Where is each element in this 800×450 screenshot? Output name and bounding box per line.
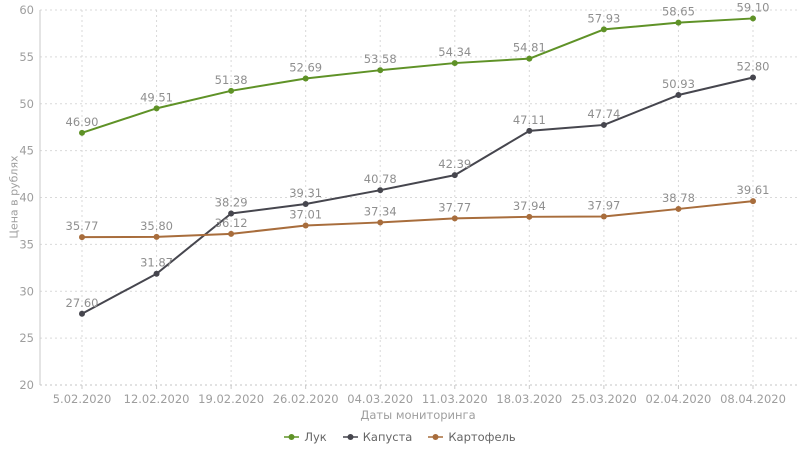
legend-item-2[interactable]: Картофель — [428, 430, 516, 444]
data-label: 37.77 — [438, 200, 471, 214]
legend-item-0[interactable]: Лук — [284, 430, 327, 444]
y-tick-label: 20 — [19, 378, 34, 392]
data-label: 49.51 — [140, 90, 173, 104]
data-label: 39.31 — [289, 186, 322, 200]
y-axis-title: Цена в рублях — [7, 155, 21, 239]
legend-label: Лук — [304, 430, 327, 444]
data-label: 37.01 — [289, 208, 322, 222]
data-point[interactable] — [153, 105, 160, 112]
data-label: 35.77 — [66, 219, 99, 233]
data-point[interactable] — [377, 219, 384, 226]
data-label: 36.12 — [215, 216, 248, 230]
data-point[interactable] — [228, 230, 235, 237]
data-point[interactable] — [675, 19, 682, 26]
data-label: 37.94 — [513, 199, 546, 213]
x-tick-label: 25.03.2020 — [571, 392, 637, 406]
data-point[interactable] — [600, 213, 607, 220]
data-label: 50.93 — [662, 77, 695, 91]
data-point[interactable] — [228, 87, 235, 94]
data-label: 47.74 — [587, 107, 620, 121]
data-label: 37.97 — [587, 199, 620, 213]
data-point[interactable] — [302, 75, 309, 82]
y-tick-label: 25 — [19, 331, 34, 345]
y-tick-label: 45 — [19, 144, 34, 158]
data-label: 38.29 — [215, 196, 248, 210]
data-label: 35.80 — [140, 219, 173, 233]
x-tick-label: 08.04.2020 — [720, 392, 786, 406]
x-tick-label: 04.03.2020 — [347, 392, 413, 406]
data-point[interactable] — [377, 67, 384, 74]
data-point[interactable] — [79, 310, 85, 317]
x-axis-title: Даты мониторинга — [360, 408, 476, 422]
y-tick-label: 60 — [19, 3, 34, 17]
data-label: 51.38 — [215, 73, 248, 87]
chart-legend: Лук Капуста Картофель — [0, 430, 800, 444]
data-point[interactable] — [451, 215, 458, 222]
data-label: 47.11 — [513, 113, 546, 127]
data-point[interactable] — [750, 74, 756, 81]
data-point[interactable] — [526, 55, 533, 62]
data-point[interactable] — [750, 15, 756, 22]
x-tick-label: 26.02.2020 — [273, 392, 339, 406]
data-label: 54.81 — [513, 41, 546, 55]
legend-marker-icon — [342, 434, 358, 440]
data-point[interactable] — [228, 210, 235, 217]
data-point[interactable] — [526, 127, 533, 134]
legend-item-1[interactable]: Капуста — [342, 430, 413, 444]
data-point[interactable] — [675, 205, 682, 212]
data-label: 37.34 — [364, 204, 397, 218]
legend-label: Картофель — [448, 430, 516, 444]
data-point[interactable] — [600, 121, 607, 128]
y-tick-label: 40 — [19, 191, 34, 205]
data-point[interactable] — [377, 187, 384, 194]
y-tick-label: 30 — [19, 284, 34, 298]
x-tick-label: 5.02.2020 — [53, 392, 112, 406]
legend-marker-icon — [284, 434, 300, 440]
data-label: 58.65 — [662, 5, 695, 19]
data-point[interactable] — [153, 233, 160, 240]
y-tick-label: 35 — [19, 237, 34, 251]
legend-label: Капуста — [362, 430, 413, 444]
data-point[interactable] — [153, 270, 160, 277]
data-point[interactable] — [526, 213, 533, 220]
series-line-2 — [81, 200, 754, 239]
data-label: 39.61 — [737, 183, 770, 197]
data-label: 54.34 — [438, 45, 471, 59]
x-tick-label: 11.03.2020 — [422, 392, 488, 406]
data-point[interactable] — [750, 198, 756, 205]
data-point[interactable] — [451, 172, 458, 179]
data-label: 38.78 — [662, 191, 695, 205]
series-line-1 — [81, 76, 754, 315]
series-line-0 — [81, 17, 754, 134]
data-label: 42.39 — [438, 157, 471, 171]
y-tick-label: 50 — [19, 97, 34, 111]
data-label: 27.60 — [66, 296, 99, 310]
data-label: 59.10 — [737, 0, 770, 14]
x-tick-label: 02.04.2020 — [646, 392, 712, 406]
data-label: 52.80 — [737, 60, 770, 74]
data-point[interactable] — [79, 129, 85, 136]
data-label: 57.93 — [587, 11, 620, 25]
x-tick-label: 12.02.2020 — [124, 392, 190, 406]
data-point[interactable] — [79, 234, 85, 241]
data-point[interactable] — [302, 200, 309, 207]
legend-marker-icon — [428, 434, 444, 440]
x-tick-label: 19.02.2020 — [198, 392, 264, 406]
data-point[interactable] — [600, 26, 607, 33]
data-label: 53.58 — [364, 52, 397, 66]
data-label: 52.69 — [289, 61, 322, 75]
data-label: 40.78 — [364, 172, 397, 186]
data-point[interactable] — [675, 92, 682, 99]
data-label: 46.90 — [66, 115, 99, 129]
data-point[interactable] — [302, 222, 309, 229]
x-tick-label: 18.03.2020 — [496, 392, 562, 406]
data-point[interactable] — [451, 60, 458, 67]
data-label: 31.87 — [140, 256, 173, 270]
y-tick-label: 55 — [19, 50, 34, 64]
